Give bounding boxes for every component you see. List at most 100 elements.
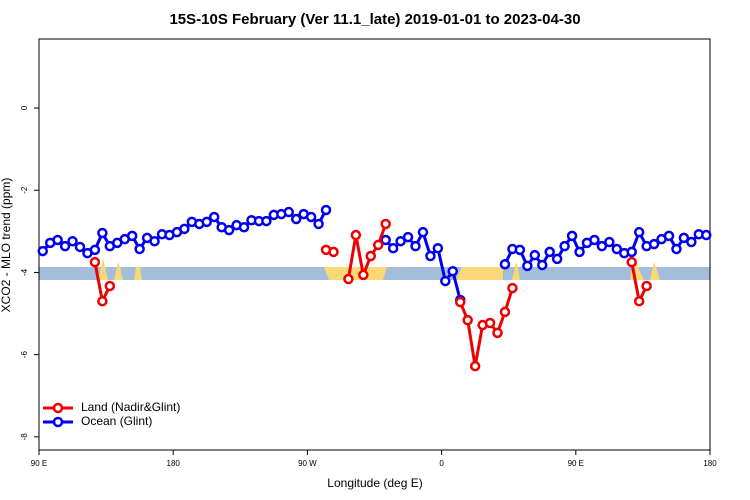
data-point xyxy=(149,235,160,247)
data-point xyxy=(97,227,108,239)
land-area xyxy=(456,267,503,280)
data-point xyxy=(417,226,429,238)
data-point xyxy=(686,236,697,248)
data-point xyxy=(67,235,78,247)
data-point xyxy=(574,246,585,258)
data-point xyxy=(462,314,473,326)
data-point xyxy=(633,295,645,307)
land-area xyxy=(650,262,660,280)
data-point xyxy=(201,216,212,228)
y-axis-label: XCO2 - MLO trend (ppm) xyxy=(0,178,13,313)
data-point xyxy=(522,260,533,272)
data-point xyxy=(350,229,362,241)
data-point xyxy=(611,243,623,255)
data-point xyxy=(223,224,235,236)
x-tick-label: 90 W xyxy=(298,459,317,468)
plot-frame xyxy=(38,38,711,451)
data-point xyxy=(559,240,570,252)
legend-marker xyxy=(52,402,64,414)
land-area xyxy=(114,262,123,280)
data-point xyxy=(671,243,682,255)
data-point xyxy=(179,223,190,235)
data-point xyxy=(372,239,384,251)
data-point xyxy=(59,240,71,252)
data-point xyxy=(663,230,675,242)
data-point xyxy=(380,218,391,230)
chart-title: 15S-10S February (Ver 11.1_late) 2019-01… xyxy=(169,11,580,28)
land-area xyxy=(324,267,387,280)
data-point xyxy=(484,317,496,329)
data-point xyxy=(551,253,563,265)
y-tick-label: -8 xyxy=(20,433,29,441)
data-point xyxy=(469,360,481,372)
data-point xyxy=(134,243,145,255)
y-tick-label: -6 xyxy=(20,351,29,359)
x-tick-label: 90 E xyxy=(31,459,47,468)
data-point xyxy=(387,242,399,254)
data-point xyxy=(313,218,324,230)
data-point xyxy=(537,259,548,271)
data-point xyxy=(261,215,272,227)
legend-label: Land (Nadir&Glint) xyxy=(81,400,180,414)
y-tick-label: 0 xyxy=(20,105,29,110)
data-point xyxy=(626,256,637,268)
legend-label: Ocean (Glint) xyxy=(81,414,152,428)
data-point xyxy=(410,240,421,252)
data-point xyxy=(238,221,250,233)
data-point xyxy=(648,238,660,250)
data-point xyxy=(596,240,608,252)
y-tick-label: -2 xyxy=(20,186,29,194)
data-point xyxy=(499,306,511,318)
x-axis-label: Longitude (deg E) xyxy=(327,476,422,490)
data-point xyxy=(425,250,436,262)
data-point xyxy=(74,241,86,253)
data-point xyxy=(283,206,295,218)
land-area xyxy=(98,258,108,280)
land-area xyxy=(134,267,142,280)
x-tick-label: 0 xyxy=(439,459,444,468)
data-point xyxy=(37,245,48,257)
x-tick-label: 180 xyxy=(167,459,181,468)
data-point xyxy=(402,231,414,243)
y-tick-label: -4 xyxy=(20,268,29,276)
data-point xyxy=(626,246,637,258)
data-point xyxy=(328,246,339,258)
data-point xyxy=(52,234,63,246)
data-point xyxy=(395,235,406,247)
data-point xyxy=(365,250,377,262)
data-point xyxy=(633,226,645,238)
data-point xyxy=(358,269,369,281)
data-point xyxy=(499,258,511,270)
data-point xyxy=(432,242,444,254)
land-area xyxy=(512,262,520,280)
data-point xyxy=(440,275,451,287)
data-point xyxy=(454,296,466,308)
data-point xyxy=(97,295,108,307)
data-point xyxy=(290,213,302,225)
data-point xyxy=(343,273,354,285)
data-point xyxy=(447,265,459,277)
x-tick-label: 180 xyxy=(703,459,717,468)
data-point xyxy=(514,244,526,256)
data-point xyxy=(126,230,138,242)
data-point xyxy=(104,280,116,292)
data-point xyxy=(507,282,518,294)
data-point xyxy=(380,234,391,246)
data-point xyxy=(492,327,503,339)
legend-marker xyxy=(52,416,64,428)
data-point xyxy=(701,229,712,241)
data-point xyxy=(89,244,101,256)
data-point xyxy=(566,230,578,242)
data-point xyxy=(208,211,220,223)
data-point xyxy=(641,280,652,292)
data-point xyxy=(604,236,615,248)
data-point xyxy=(544,246,555,258)
data-point xyxy=(529,249,541,261)
x-tick-label: 90 E xyxy=(568,459,584,468)
land-mask xyxy=(39,258,710,280)
data-point xyxy=(589,234,600,246)
data-point xyxy=(89,256,101,268)
data-point xyxy=(320,204,332,216)
data-point xyxy=(305,211,317,223)
